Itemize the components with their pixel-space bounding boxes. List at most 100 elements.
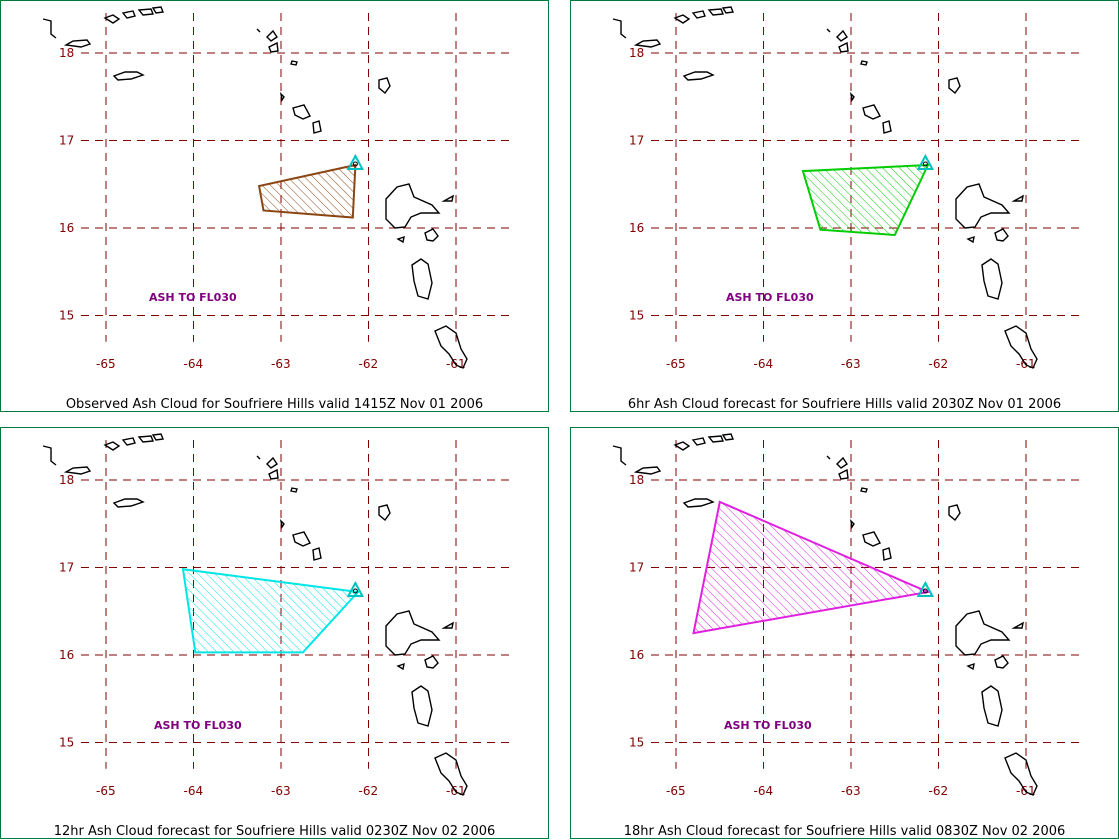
ash-cloud-polygon — [801, 163, 930, 237]
island-outline — [312, 120, 322, 134]
map-panel-12hr: 18 17 16 15 -65 -64 -63 -62 -61 ASH TO FL030 12h… — [0, 427, 549, 839]
lat-lon-grid — [81, 13, 511, 342]
island-outline — [292, 531, 311, 547]
island-outline — [721, 433, 734, 441]
lat-tick-label: 16 — [59, 648, 74, 662]
island-outline — [707, 435, 724, 443]
lat-lon-grid — [81, 440, 511, 769]
lat-tick-label: 15 — [59, 309, 74, 323]
island-outline — [385, 610, 441, 656]
volcano-marker-icon — [916, 153, 935, 170]
island-outline — [121, 10, 136, 19]
island-outline — [121, 437, 136, 446]
island-outline — [312, 547, 322, 561]
island-outline — [966, 662, 975, 671]
lon-tick-label: -65 — [666, 784, 686, 798]
lat-tick-label: 18 — [59, 46, 74, 60]
island-outline — [396, 235, 405, 244]
island-outline — [836, 456, 848, 469]
island-outline — [137, 8, 154, 16]
volcano-marker-icon — [916, 580, 935, 597]
island-outline — [434, 325, 468, 369]
island-outline — [434, 752, 468, 796]
island-outline — [860, 60, 868, 66]
island-outline — [826, 455, 831, 460]
lon-tick-label: -63 — [271, 357, 291, 371]
lon-tick-label: -65 — [666, 357, 686, 371]
panel-caption: 6hr Ash Cloud forecast for Soufriere Hil… — [627, 397, 1062, 412]
lat-tick-label: 15 — [59, 736, 74, 750]
island-outline — [441, 194, 454, 202]
lat-tick-label: 17 — [59, 561, 74, 575]
island-outline — [385, 183, 441, 229]
island-outline — [256, 28, 261, 33]
island-outline — [1011, 194, 1024, 202]
ash-cloud-polygon — [181, 568, 361, 654]
lat-lon-grid — [651, 440, 1081, 769]
island-outline — [103, 14, 121, 24]
island-outline — [112, 498, 145, 508]
island-outline — [633, 466, 662, 475]
island-outline — [42, 18, 57, 39]
lon-tick-label: -65 — [96, 357, 116, 371]
island-outline — [378, 77, 391, 95]
island-outline — [682, 498, 715, 508]
island-outline — [882, 120, 892, 134]
lon-tick-label: -62 — [359, 357, 379, 371]
lon-tick-label: -64 — [754, 357, 774, 371]
island-outline — [268, 41, 279, 53]
island-outline — [955, 183, 1011, 229]
island-outline — [63, 39, 92, 48]
lat-tick-label: 16 — [629, 221, 644, 235]
island-outline — [691, 437, 706, 446]
island-outline — [290, 487, 298, 493]
island-outline — [981, 258, 1003, 300]
lon-tick-label: -62 — [929, 784, 949, 798]
island-outline — [612, 445, 627, 466]
island-outline — [268, 468, 279, 480]
island-outline — [396, 662, 405, 671]
island-outline — [42, 445, 57, 466]
lon-tick-label: -64 — [184, 357, 204, 371]
island-outline — [424, 228, 439, 242]
coastline — [612, 6, 1038, 369]
lat-tick-label: 15 — [629, 309, 644, 323]
lon-tick-label: -63 — [841, 357, 861, 371]
island-outline — [948, 77, 961, 95]
lat-tick-label: 15 — [629, 736, 644, 750]
island-outline — [633, 39, 662, 48]
island-outline — [707, 8, 724, 16]
island-outline — [860, 487, 868, 493]
island-outline — [292, 104, 311, 120]
island-outline — [862, 531, 881, 547]
island-outline — [137, 435, 154, 443]
ash-altitude-label: ASH TO FL030 — [149, 291, 237, 304]
island-outline — [279, 518, 285, 529]
map-panel-6hr: 18 17 16 15 -65 -64 -63 -62 -61 ASH TO FL030 6hr… — [570, 0, 1119, 412]
lon-tick-label: -62 — [929, 357, 949, 371]
panel-caption: Observed Ash Cloud for Soufriere Hills v… — [65, 397, 484, 412]
island-outline — [849, 518, 855, 529]
island-outline — [948, 504, 961, 522]
island-outline — [112, 71, 145, 81]
coastline — [612, 433, 1038, 796]
island-outline — [411, 258, 433, 300]
map-panel-observed: 18 17 16 15 -65 -64 -63 -62 -61 ASH TO FL030 Obs… — [0, 0, 549, 412]
ash-cloud-polygon — [692, 500, 932, 635]
coastline — [42, 6, 468, 369]
lon-tick-label: -62 — [359, 784, 379, 798]
lat-tick-label: 18 — [629, 473, 644, 487]
island-outline — [826, 28, 831, 33]
volcano-vent-icon — [922, 588, 928, 594]
lat-tick-label: 17 — [629, 561, 644, 575]
ash-cloud-polygon — [257, 163, 357, 219]
panel-caption: 12hr Ash Cloud forecast for Soufriere Hi… — [53, 824, 496, 839]
lat-tick-label: 18 — [59, 473, 74, 487]
island-outline — [266, 29, 278, 42]
lon-tick-label: -64 — [754, 784, 774, 798]
lon-tick-label: -63 — [841, 784, 861, 798]
island-outline — [673, 14, 691, 24]
